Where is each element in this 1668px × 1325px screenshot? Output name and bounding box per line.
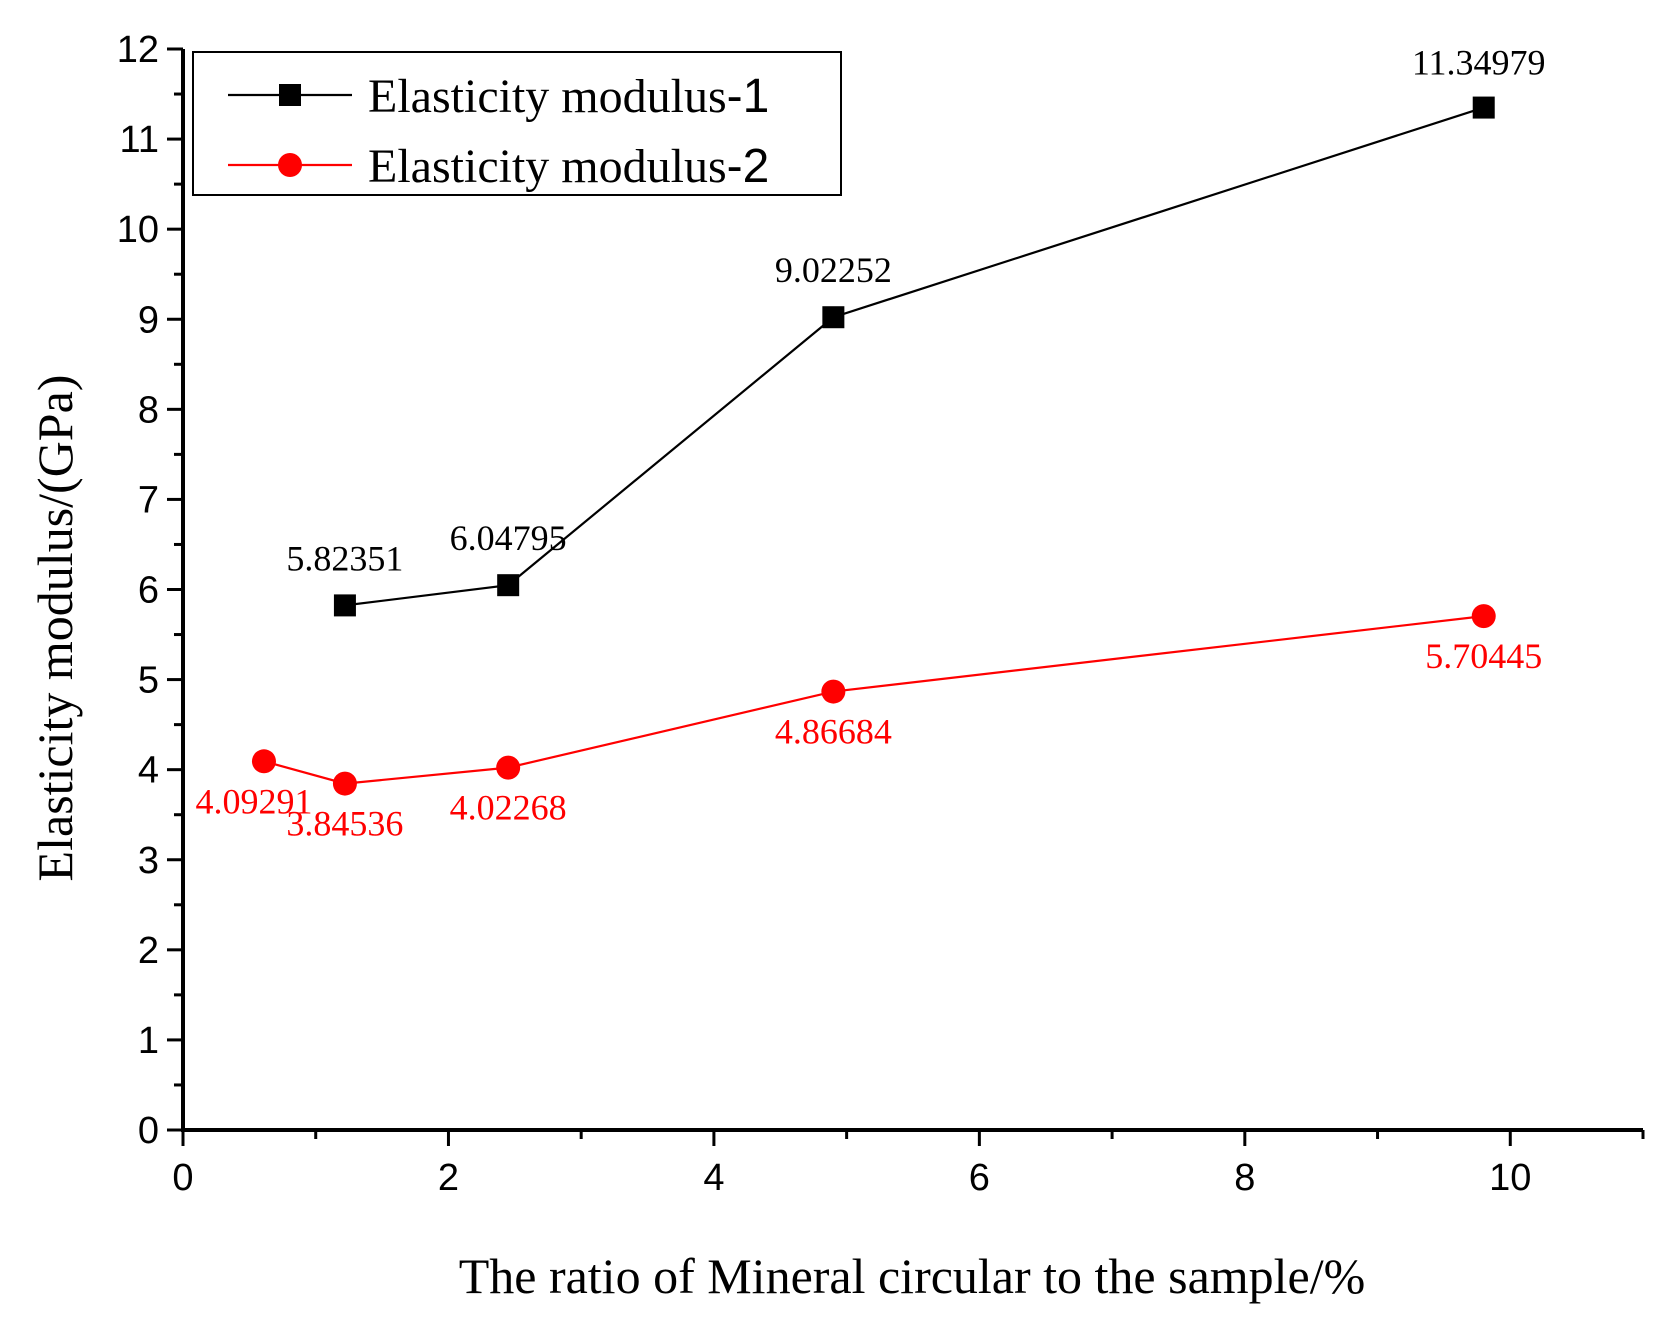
x-tick-label-4: 4	[703, 1157, 724, 1199]
legend-label-2: Elasticity modulus-2	[368, 140, 769, 193]
x-tick-label-0: 0	[172, 1157, 193, 1199]
series-2-marker	[821, 679, 846, 704]
y-tick-label-11: 11	[120, 119, 159, 161]
y-tick-label-4: 4	[138, 750, 159, 792]
series-2-marker	[1471, 604, 1496, 629]
series-1-line	[344, 106, 1485, 607]
y-tick-label-1: 1	[138, 1020, 159, 1062]
data-label: 4.09291	[195, 781, 312, 821]
y-tick-label-5: 5	[138, 660, 159, 702]
legend-label-1: Elasticity modulus-1	[368, 70, 769, 123]
legend-box	[192, 51, 842, 196]
y-tick-label-10: 10	[117, 209, 159, 251]
data-label: 5.70445	[1425, 636, 1542, 676]
data-label: 11.34979	[1412, 43, 1546, 83]
y-axis-title: Elasticity modulus/(GPa)	[27, 375, 83, 882]
series-1-marker	[822, 306, 845, 329]
data-label: 4.86684	[775, 712, 892, 752]
legend-marker-2	[278, 153, 302, 177]
y-tick-label-3: 3	[138, 840, 159, 882]
data-label: 6.04795	[450, 518, 567, 558]
series-1: 5.82351 6.04795 9.02252 11.34979	[286, 43, 1546, 617]
legend-label-suffix: -2	[727, 140, 770, 193]
series-1-marker	[333, 594, 356, 617]
y-tick-label-7: 7	[138, 479, 159, 521]
y-tick-label-0: 0	[138, 1110, 159, 1152]
y-tick-label-8: 8	[138, 389, 159, 431]
series-1-marker	[497, 574, 520, 597]
y-tick-label-2: 2	[138, 930, 159, 972]
data-label: 5.82351	[286, 538, 403, 578]
legend-marker-1	[279, 84, 301, 106]
y-tick-label-12: 12	[117, 29, 159, 71]
series-2-marker	[251, 749, 276, 774]
series-layer: 5.82351 6.04795 9.02252 11.34979 4.092913.84…	[195, 43, 1545, 844]
x-tick-label-8: 8	[1234, 1157, 1255, 1199]
y-tick-label-9: 9	[138, 299, 159, 341]
series-2-marker	[496, 755, 521, 780]
legend: Elasticity modulus-1 Elasticity modulus-2	[192, 51, 842, 196]
x-axis-title: The ratio of Mineral circular to the sam…	[459, 1248, 1366, 1304]
series-2-marker	[332, 771, 357, 796]
data-label: 3.84536	[286, 804, 403, 844]
y-tick-label-6: 6	[138, 570, 159, 612]
legend-label-suffix: -1	[727, 70, 770, 123]
x-tick-label-2: 2	[438, 1157, 459, 1199]
data-label: 9.02252	[775, 250, 892, 290]
series-2-line	[263, 615, 1484, 785]
x-tick-label-10: 10	[1489, 1157, 1531, 1199]
series-1-marker	[1472, 96, 1495, 119]
x-tick-label-6: 6	[969, 1157, 990, 1199]
data-label: 4.02268	[450, 788, 567, 828]
